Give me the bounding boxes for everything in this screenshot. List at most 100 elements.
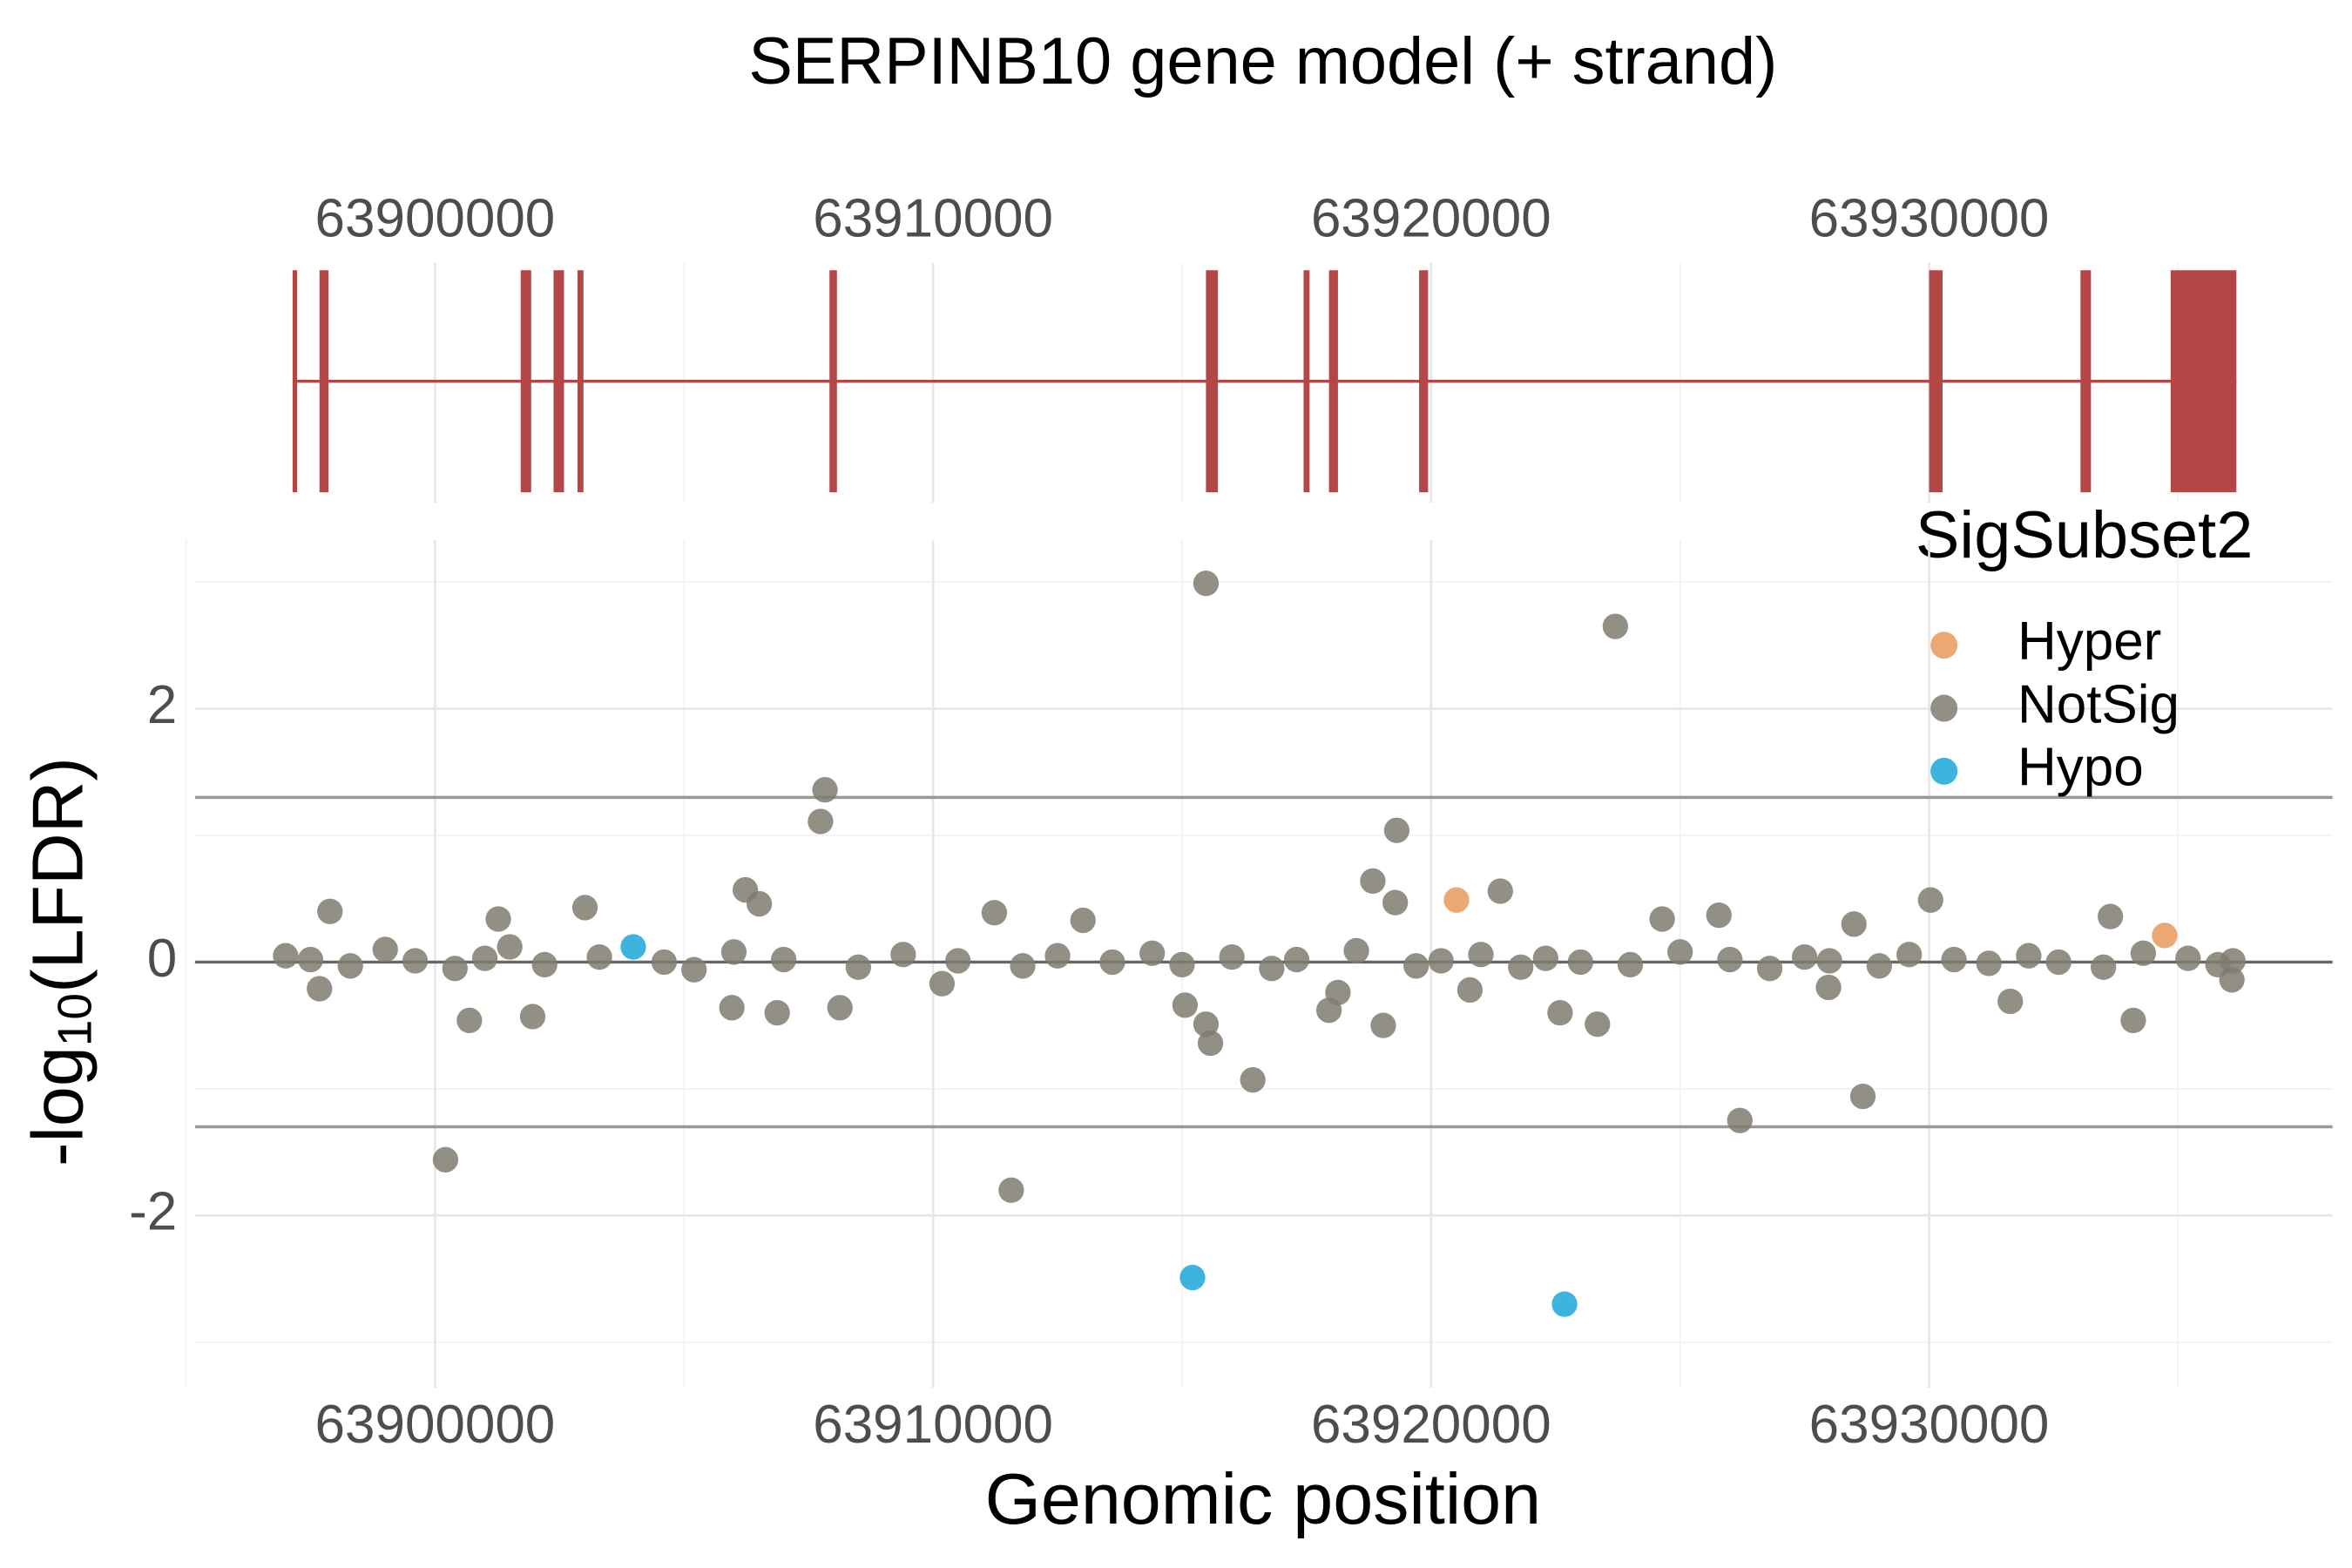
- data-point: [1585, 1011, 1611, 1037]
- data-point: [531, 951, 558, 977]
- data-point: [586, 943, 612, 970]
- chart-title: SERPINB10 gene model (+ strand): [748, 24, 1777, 98]
- exon: [1929, 270, 1943, 493]
- data-point: [1997, 988, 2024, 1015]
- data-point: [890, 942, 916, 968]
- data-point: [1815, 974, 1842, 1001]
- data-point: [432, 1146, 459, 1173]
- data-point: [827, 995, 853, 1021]
- exon: [2170, 270, 2237, 493]
- data-point: [1197, 1030, 1224, 1057]
- data-point: [1343, 937, 1369, 963]
- legend-label: Hyper: [2017, 612, 2161, 672]
- legend-title: SigSubset2: [1916, 498, 2253, 572]
- data-point: [1567, 949, 1593, 976]
- data-point: [1193, 570, 1220, 597]
- x-axis-title: Genomic position: [985, 1458, 1541, 1539]
- data-point: [620, 934, 646, 960]
- data-point: [1917, 887, 1943, 913]
- data-point: [1070, 907, 1096, 934]
- data-point: [1456, 977, 1484, 1004]
- data-point: [1382, 889, 1409, 916]
- exon: [1206, 270, 1219, 493]
- data-point: [485, 906, 511, 932]
- data-point: [442, 956, 468, 982]
- data-point: [1259, 956, 1285, 982]
- data-point: [1283, 946, 1310, 973]
- exon: [2080, 270, 2092, 493]
- legend-label: Hypo: [2017, 738, 2144, 798]
- data-point: [1866, 953, 1892, 979]
- data-point: [1193, 1011, 1220, 1037]
- data-point: [719, 995, 745, 1021]
- data-point: [1010, 953, 1036, 979]
- data-point: [1508, 954, 1534, 980]
- data-point: [2045, 949, 2072, 976]
- data-point: [746, 890, 773, 917]
- y-tick-label: 0: [147, 929, 177, 989]
- data-point: [1370, 1012, 1396, 1038]
- data-point: [1976, 950, 2002, 977]
- exon: [553, 270, 564, 493]
- exon: [1328, 270, 1338, 493]
- data-point: [1139, 940, 1166, 966]
- data-point: [1179, 1264, 1206, 1291]
- x-tick-label: 63920000: [1311, 1395, 1551, 1455]
- data-point: [1941, 946, 1967, 973]
- data-point: [571, 895, 598, 921]
- y-title-prefix: -log: [17, 1046, 98, 1166]
- data-point: [1841, 911, 1867, 937]
- data-point: [845, 954, 872, 980]
- data-point: [2175, 945, 2201, 971]
- data-point: [808, 808, 834, 835]
- data-point: [1717, 946, 1743, 973]
- data-point: [812, 777, 838, 803]
- legend-key: [1930, 694, 1958, 722]
- data-point: [1791, 943, 1818, 970]
- data-point: [1468, 942, 1494, 968]
- y-tick-label: 2: [147, 675, 177, 735]
- data-point: [1383, 817, 1410, 843]
- data-point: [1169, 951, 1195, 977]
- data-point: [1403, 953, 1429, 979]
- data-point: [1315, 997, 1342, 1024]
- exon: [1419, 270, 1429, 493]
- x-tick-label: 63920000: [1311, 189, 1551, 249]
- data-point: [497, 934, 523, 960]
- data-point: [471, 945, 498, 971]
- exon: [319, 270, 329, 493]
- legend-label: NotSig: [2017, 674, 2180, 734]
- data-point: [1649, 906, 1675, 932]
- data-point: [1044, 943, 1071, 969]
- data-point: [1849, 1083, 1876, 1110]
- data-point: [945, 948, 971, 974]
- data-point: [1667, 939, 1693, 965]
- data-point: [1532, 945, 1558, 971]
- data-point: [456, 1007, 483, 1033]
- exon: [292, 270, 298, 493]
- legend-key: [1930, 757, 1958, 785]
- x-tick-label: 63930000: [1809, 1395, 2050, 1455]
- data-point: [1172, 992, 1199, 1018]
- exon: [829, 270, 837, 493]
- data-point: [297, 946, 324, 973]
- data-point: [1219, 943, 1245, 970]
- data-point: [1706, 902, 1732, 929]
- data-point: [998, 1177, 1024, 1203]
- legend-key: [1930, 632, 1958, 659]
- data-point: [1360, 868, 1386, 895]
- data-point: [2090, 954, 2117, 980]
- y-tick-label: -2: [129, 1182, 177, 1242]
- data-point: [1756, 956, 1783, 982]
- data-point: [2120, 1007, 2146, 1033]
- data-point: [2220, 948, 2246, 974]
- y-title-sub: 10: [47, 993, 101, 1046]
- x-tick-label: 63930000: [1809, 189, 2050, 249]
- data-point: [1099, 949, 1125, 976]
- data-point: [929, 970, 956, 997]
- data-point: [273, 943, 299, 969]
- data-point: [1551, 1291, 1578, 1317]
- data-point: [519, 1004, 546, 1030]
- data-point: [1487, 878, 1513, 904]
